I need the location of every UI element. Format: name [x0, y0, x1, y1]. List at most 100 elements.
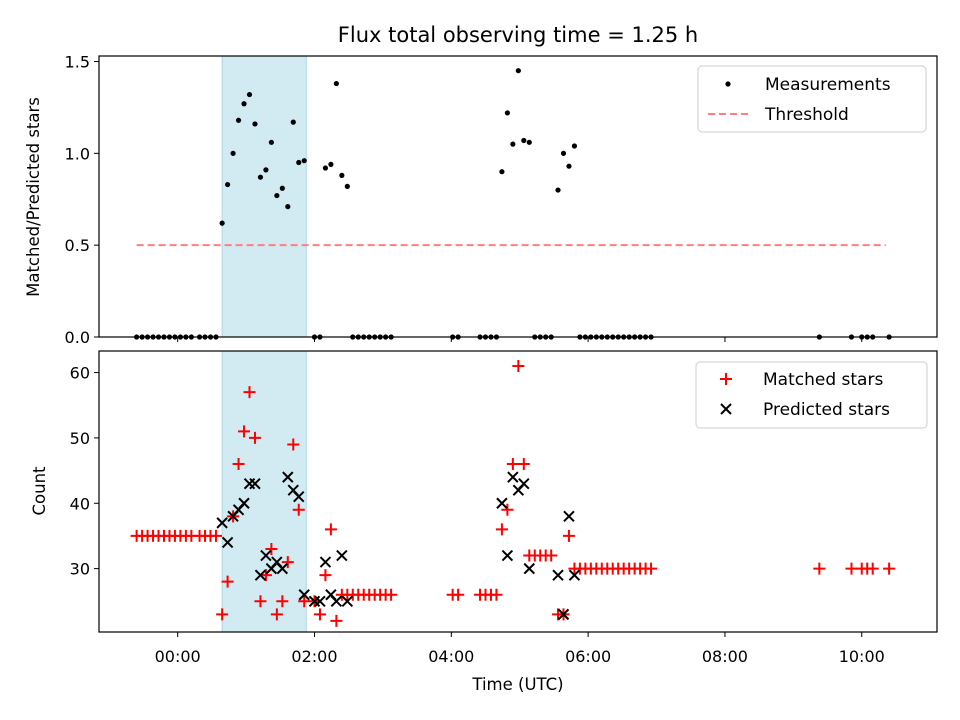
measurement-point: [499, 169, 505, 175]
matched-star-marker: [562, 529, 575, 542]
predicted-star-marker: [319, 556, 332, 568]
matched-star-marker: [330, 614, 343, 627]
matched-star-marker: [287, 438, 300, 451]
matched-star-marker: [645, 562, 658, 575]
predicted-star-marker: [552, 569, 564, 581]
top-y-axis-label: Matched/Predicted stars: [24, 97, 43, 297]
measurement-point: [515, 68, 521, 74]
measurement-point: [339, 172, 345, 178]
measurement-point: [322, 165, 329, 171]
matched-star-marker: [238, 425, 251, 438]
matched-star-marker: [501, 503, 514, 516]
measurement-point: [504, 110, 510, 116]
predicted-star-marker: [563, 510, 575, 523]
predicted-star-marker: [568, 569, 581, 581]
predicted-star-marker: [518, 477, 530, 490]
top-y-tick-label: 0.0: [65, 328, 90, 347]
x-tick-label: 06:00: [565, 647, 611, 666]
predicted-star-marker: [282, 471, 294, 483]
top-plot-frame: [98, 55, 938, 338]
matched-star-marker: [265, 543, 278, 556]
measurement-point: [290, 119, 296, 125]
x-axis-label: Time (UTC): [471, 675, 563, 694]
predicted-star-marker: [293, 491, 305, 503]
bottom-y-tick-label: 30: [70, 560, 90, 579]
legend-measurements-label: Measurements: [765, 75, 891, 95]
matched-star-marker: [221, 575, 234, 588]
matched-star-marker: [324, 523, 337, 536]
matched-star-marker: [512, 360, 525, 373]
matched-star-marker: [883, 562, 896, 575]
predicted-star-marker: [260, 549, 272, 562]
matched-star-marker: [209, 529, 222, 542]
x-tick-label: 08:00: [702, 647, 748, 666]
x-tick-label: 00:00: [155, 647, 201, 666]
predicted-star-marker: [221, 536, 234, 549]
matched-star-marker: [866, 562, 879, 575]
top-y-tick-label: 1.5: [65, 53, 90, 72]
measurement-point: [241, 101, 247, 107]
predicted-star-marker: [507, 471, 519, 483]
x-tick-label: 10:00: [839, 647, 885, 666]
matched-star-marker: [813, 562, 826, 575]
matched-star-marker: [545, 549, 558, 562]
predicted-star-marker: [238, 497, 250, 509]
matched-star-marker: [495, 523, 508, 536]
measurement-point: [257, 174, 264, 180]
measurement-point: [246, 91, 253, 98]
matched-star-marker: [216, 608, 229, 621]
bottom-y-tick-label: 60: [70, 364, 90, 383]
measurement-point: [252, 121, 258, 127]
predicted-star-marker: [254, 569, 267, 581]
matched-star-marker: [276, 595, 289, 608]
measurement-point: [510, 141, 516, 147]
measurement-point: [279, 185, 285, 191]
bottom-legend-box: [695, 361, 928, 429]
legend-predicted-label: Predicted stars: [763, 400, 890, 420]
matched-star-marker: [517, 458, 530, 471]
measurement-point: [301, 158, 307, 164]
predicted-star-marker: [557, 608, 570, 621]
measurement-point: [526, 139, 532, 145]
measurement-point: [285, 204, 291, 210]
matched-star-marker: [292, 503, 305, 516]
bottom-y-axis-label: Count: [30, 466, 49, 516]
top-legend-box: [697, 65, 927, 133]
matched-star-marker: [385, 588, 398, 601]
top-shaded-span: [221, 55, 307, 338]
bottom-plot-frame: [98, 350, 938, 633]
bottom-y-tick-label: 40: [70, 494, 90, 513]
measurement-point: [268, 139, 274, 145]
predicted-star-marker: [341, 595, 354, 607]
measurement-point: [296, 159, 302, 166]
predicted-star-marker: [523, 562, 535, 575]
measurement-point: [230, 150, 236, 156]
matched-star-marker: [845, 562, 858, 575]
predicted-star-marker: [501, 549, 514, 562]
matched-star-marker: [232, 458, 245, 471]
matched-star-marker: [254, 595, 267, 608]
matched-star-marker: [259, 569, 272, 582]
measurement-point: [328, 161, 334, 167]
predicted-star-marker: [330, 595, 343, 607]
top-legend: Measurements Threshold: [697, 65, 927, 133]
measurement-point: [235, 117, 242, 123]
top-y-tick-label: 1.0: [65, 144, 90, 163]
legend-threshold-label: Threshold: [764, 105, 849, 125]
matched-star-marker: [243, 386, 256, 399]
top-panel: 0.0 0.5 1.0 1.5: [65, 53, 892, 347]
measurement-point: [344, 183, 350, 189]
predicted-star-marker: [249, 477, 261, 490]
matched-star-marker: [313, 608, 326, 621]
measurement-point: [521, 137, 527, 144]
predicted-star-marker: [298, 589, 310, 601]
matched-star-marker: [490, 588, 503, 601]
bottom-y-tick-label: 50: [70, 429, 90, 448]
predicted-star-marker: [496, 497, 508, 509]
x-tick-label: 04:00: [428, 647, 474, 666]
legend-measurements-marker: [725, 81, 731, 87]
matched-star-marker: [270, 608, 283, 621]
measurement-point: [560, 150, 567, 156]
measurement-point: [225, 181, 231, 188]
